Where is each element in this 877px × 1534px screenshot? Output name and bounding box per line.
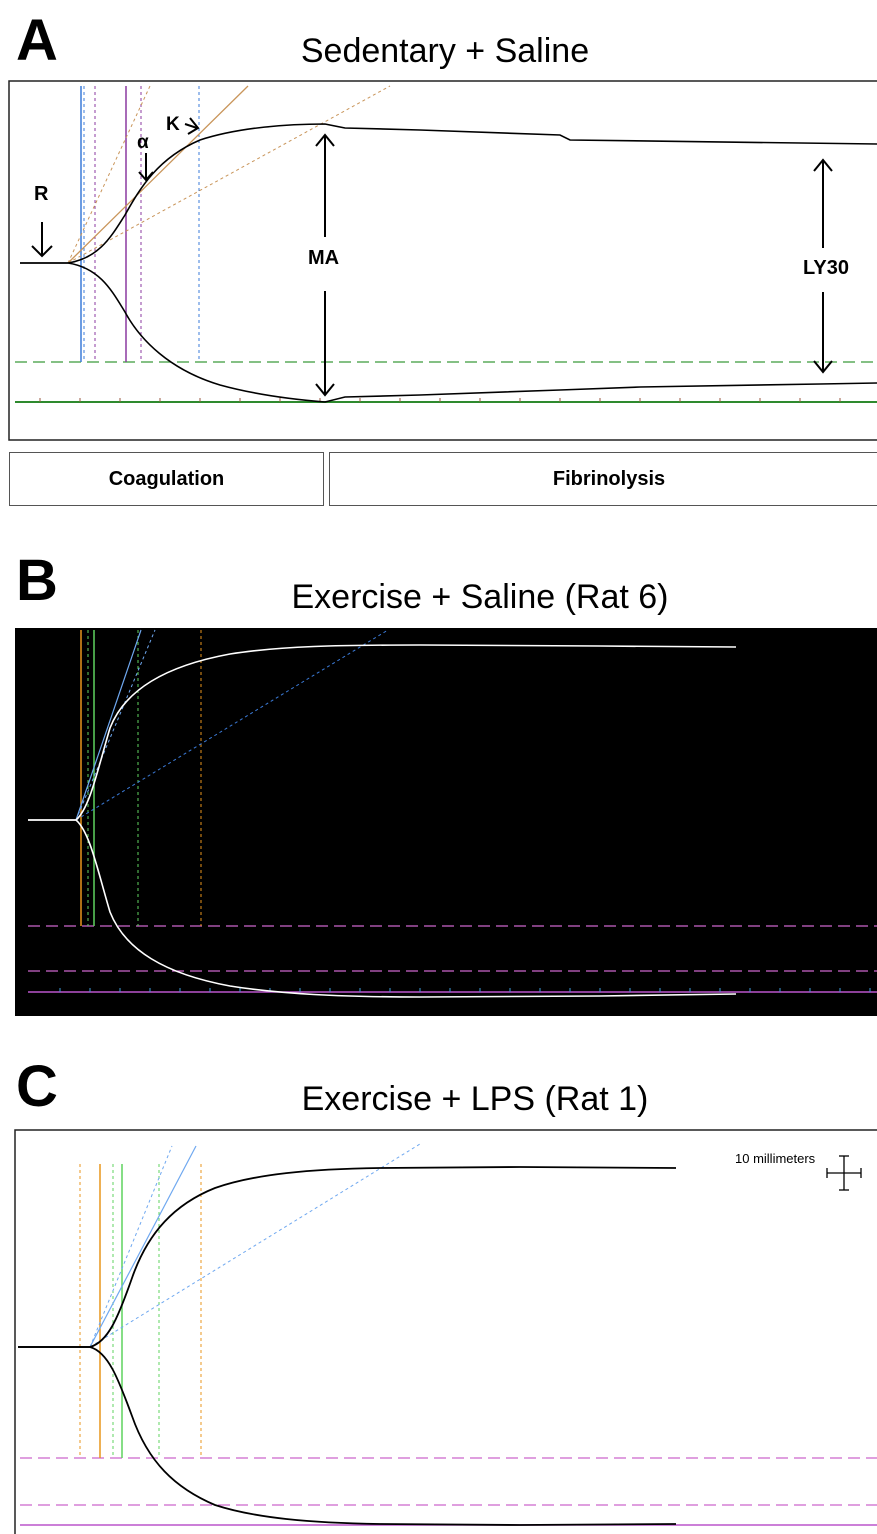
panel-b-upper-trace: [28, 644, 737, 821]
panel-b-ticks: [59, 988, 871, 992]
coagulation-phase-box: Coagulation: [9, 452, 324, 506]
panel-c-thromboelastogram: 10 millimeters: [14, 1129, 877, 1534]
alpha-label: α: [137, 132, 149, 153]
scale-bar-icon: [826, 1155, 862, 1191]
panel-c-frame: [14, 1129, 877, 1534]
panel-a-lower-trace: [20, 262, 877, 403]
panel-a-title: Sedentary + Saline: [300, 32, 590, 70]
r-label: R: [34, 183, 49, 205]
panel-c-letter: C: [16, 1054, 58, 1119]
panel-a-thromboelastogram: R α K MA LY30: [8, 80, 877, 441]
panel-b-background: [15, 628, 877, 1016]
scale-bar-label: 10 millimeters: [735, 1151, 816, 1166]
panel-a-arrows: [31, 117, 833, 397]
ly30-label: LY30: [803, 257, 849, 279]
k-label: K: [166, 114, 180, 135]
ma-label: MA: [308, 247, 339, 269]
panel-a-ticks: [39, 398, 841, 402]
panel-c-upper-trace: [18, 1166, 677, 1348]
panel-a-alpha-tangent: [67, 85, 249, 264]
panel-b-lower-trace: [28, 819, 737, 998]
panel-a-frame: [8, 80, 877, 441]
panel-c-lower-trace: [18, 1346, 677, 1526]
panel-a-letter: A: [16, 8, 58, 73]
panel-b-letter: B: [16, 548, 58, 613]
panel-a-upper-trace: [20, 123, 877, 264]
fibrinolysis-phase-box: Fibrinolysis: [329, 452, 877, 506]
panel-b-title: Exercise + Saline (Rat 6): [291, 578, 669, 616]
panel-b-thromboelastogram: [15, 628, 877, 1016]
panel-c-title: Exercise + LPS (Rat 1): [301, 1080, 649, 1118]
